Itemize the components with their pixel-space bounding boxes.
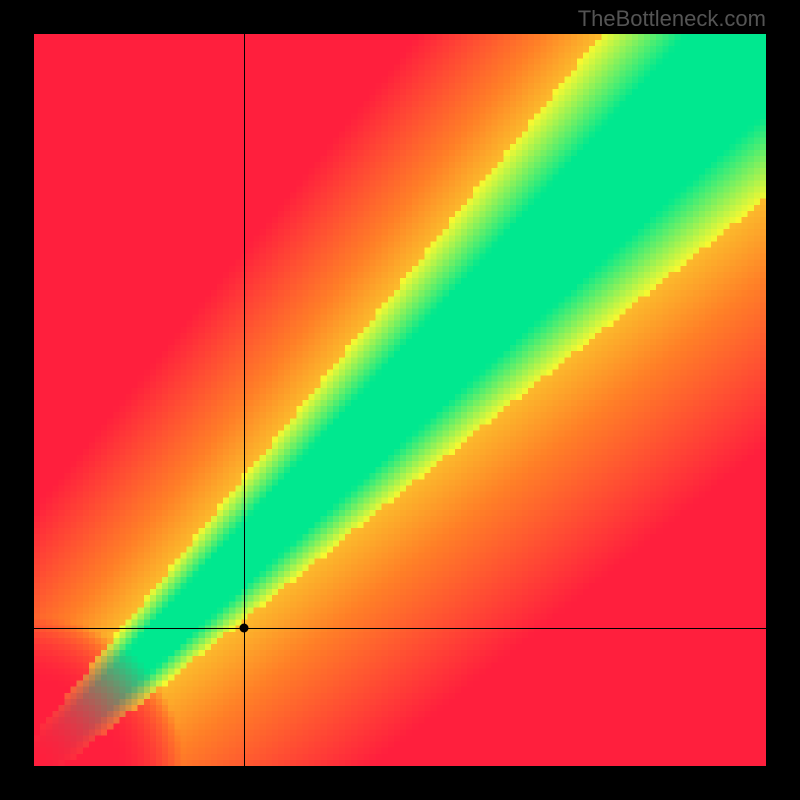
data-point-marker	[240, 623, 249, 632]
plot-area	[34, 34, 766, 766]
crosshair-horizontal	[34, 628, 766, 629]
bottleneck-heatmap	[34, 34, 766, 766]
crosshair-vertical	[244, 34, 245, 766]
watermark-text: TheBottleneck.com	[578, 6, 766, 32]
